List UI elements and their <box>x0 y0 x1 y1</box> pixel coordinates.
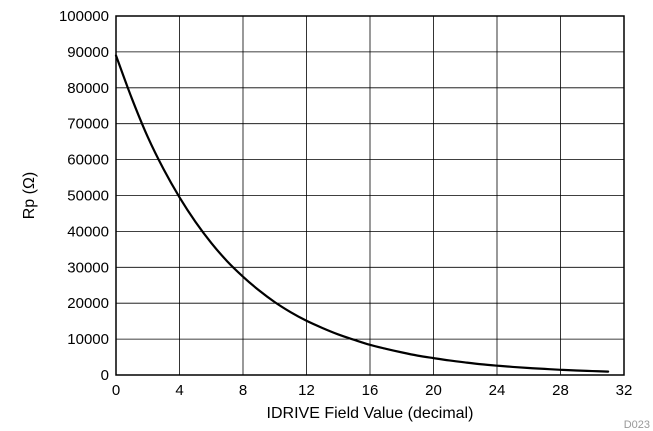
plot-area-frame <box>115 15 625 376</box>
grid-lines <box>116 16 624 375</box>
y-tick-label: 30000 <box>67 259 109 276</box>
x-tick-label: 4 <box>175 382 183 399</box>
y-tick-label: 20000 <box>67 295 109 312</box>
x-axis-title: IDRIVE Field Value (decimal) <box>267 405 474 422</box>
y-tick-label: 50000 <box>67 188 109 205</box>
rp-curve-line <box>114 54 610 373</box>
y-tick-label: 90000 <box>67 44 109 61</box>
y-axis-title: Rp (Ω) <box>21 172 38 220</box>
x-tick-label: 28 <box>552 382 569 399</box>
y-tick-label: 10000 <box>67 331 109 348</box>
figure-id: D023 <box>624 419 650 431</box>
y-tick-label: 0 <box>101 367 109 384</box>
y-tick-label: 60000 <box>67 152 109 169</box>
y-tick-label: 100000 <box>59 8 109 25</box>
x-tick-label: 12 <box>298 382 315 399</box>
series-layer <box>114 54 610 373</box>
x-tick-label: 8 <box>239 382 247 399</box>
y-tick-label: 40000 <box>67 223 109 240</box>
x-tick-label: 24 <box>489 382 506 399</box>
y-axis-tick-labels: 0 10000 20000 30000 40000 50000 60000 70000 8000… <box>59 8 109 384</box>
y-tick-label: 70000 <box>67 116 109 133</box>
x-axis-tick-labels: 0 4 8 12 16 20 24 28 32 <box>112 382 633 399</box>
x-tick-label: 16 <box>362 382 379 399</box>
x-tick-label: 0 <box>112 382 120 399</box>
y-tick-label: 80000 <box>67 80 109 97</box>
x-tick-label: 32 <box>616 382 633 399</box>
x-tick-label: 20 <box>425 382 442 399</box>
